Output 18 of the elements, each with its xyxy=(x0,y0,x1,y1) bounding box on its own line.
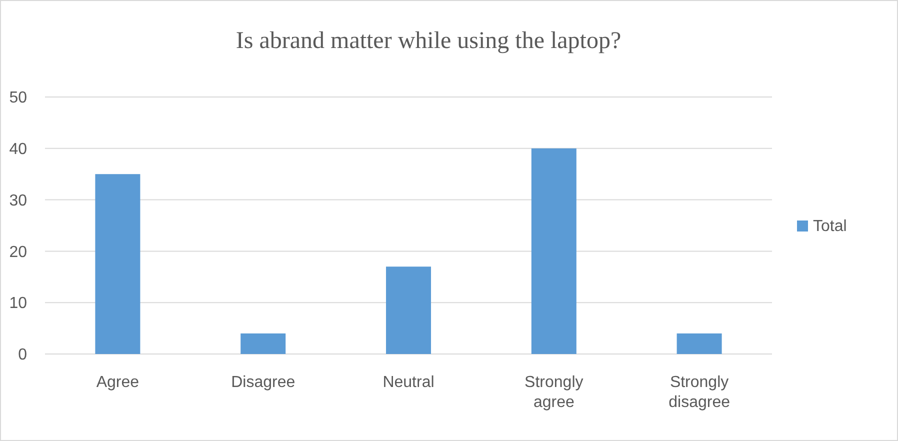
x-tick-label: Strongly disagree xyxy=(668,374,730,411)
y-tick-label: 40 xyxy=(9,141,28,158)
chart-title: Is abrand matter while using the laptop? xyxy=(236,28,622,54)
bar xyxy=(386,266,431,354)
x-tick-label: Agree xyxy=(96,374,140,391)
bar xyxy=(676,333,722,354)
bar xyxy=(95,174,140,354)
y-tick-label: 10 xyxy=(9,295,28,312)
y-tick-label: 20 xyxy=(9,244,28,261)
y-tick-label: 0 xyxy=(18,346,28,364)
y-tick-label: 30 xyxy=(9,192,28,210)
y-tick-label: 50 xyxy=(9,90,28,107)
bar xyxy=(240,333,286,354)
legend-label: Total xyxy=(813,218,847,236)
x-tick-label: Neutral xyxy=(382,374,434,391)
x-tick-label: Strongly agree xyxy=(524,374,584,411)
bar xyxy=(531,148,576,354)
x-tick-label: Disagree xyxy=(231,374,296,391)
